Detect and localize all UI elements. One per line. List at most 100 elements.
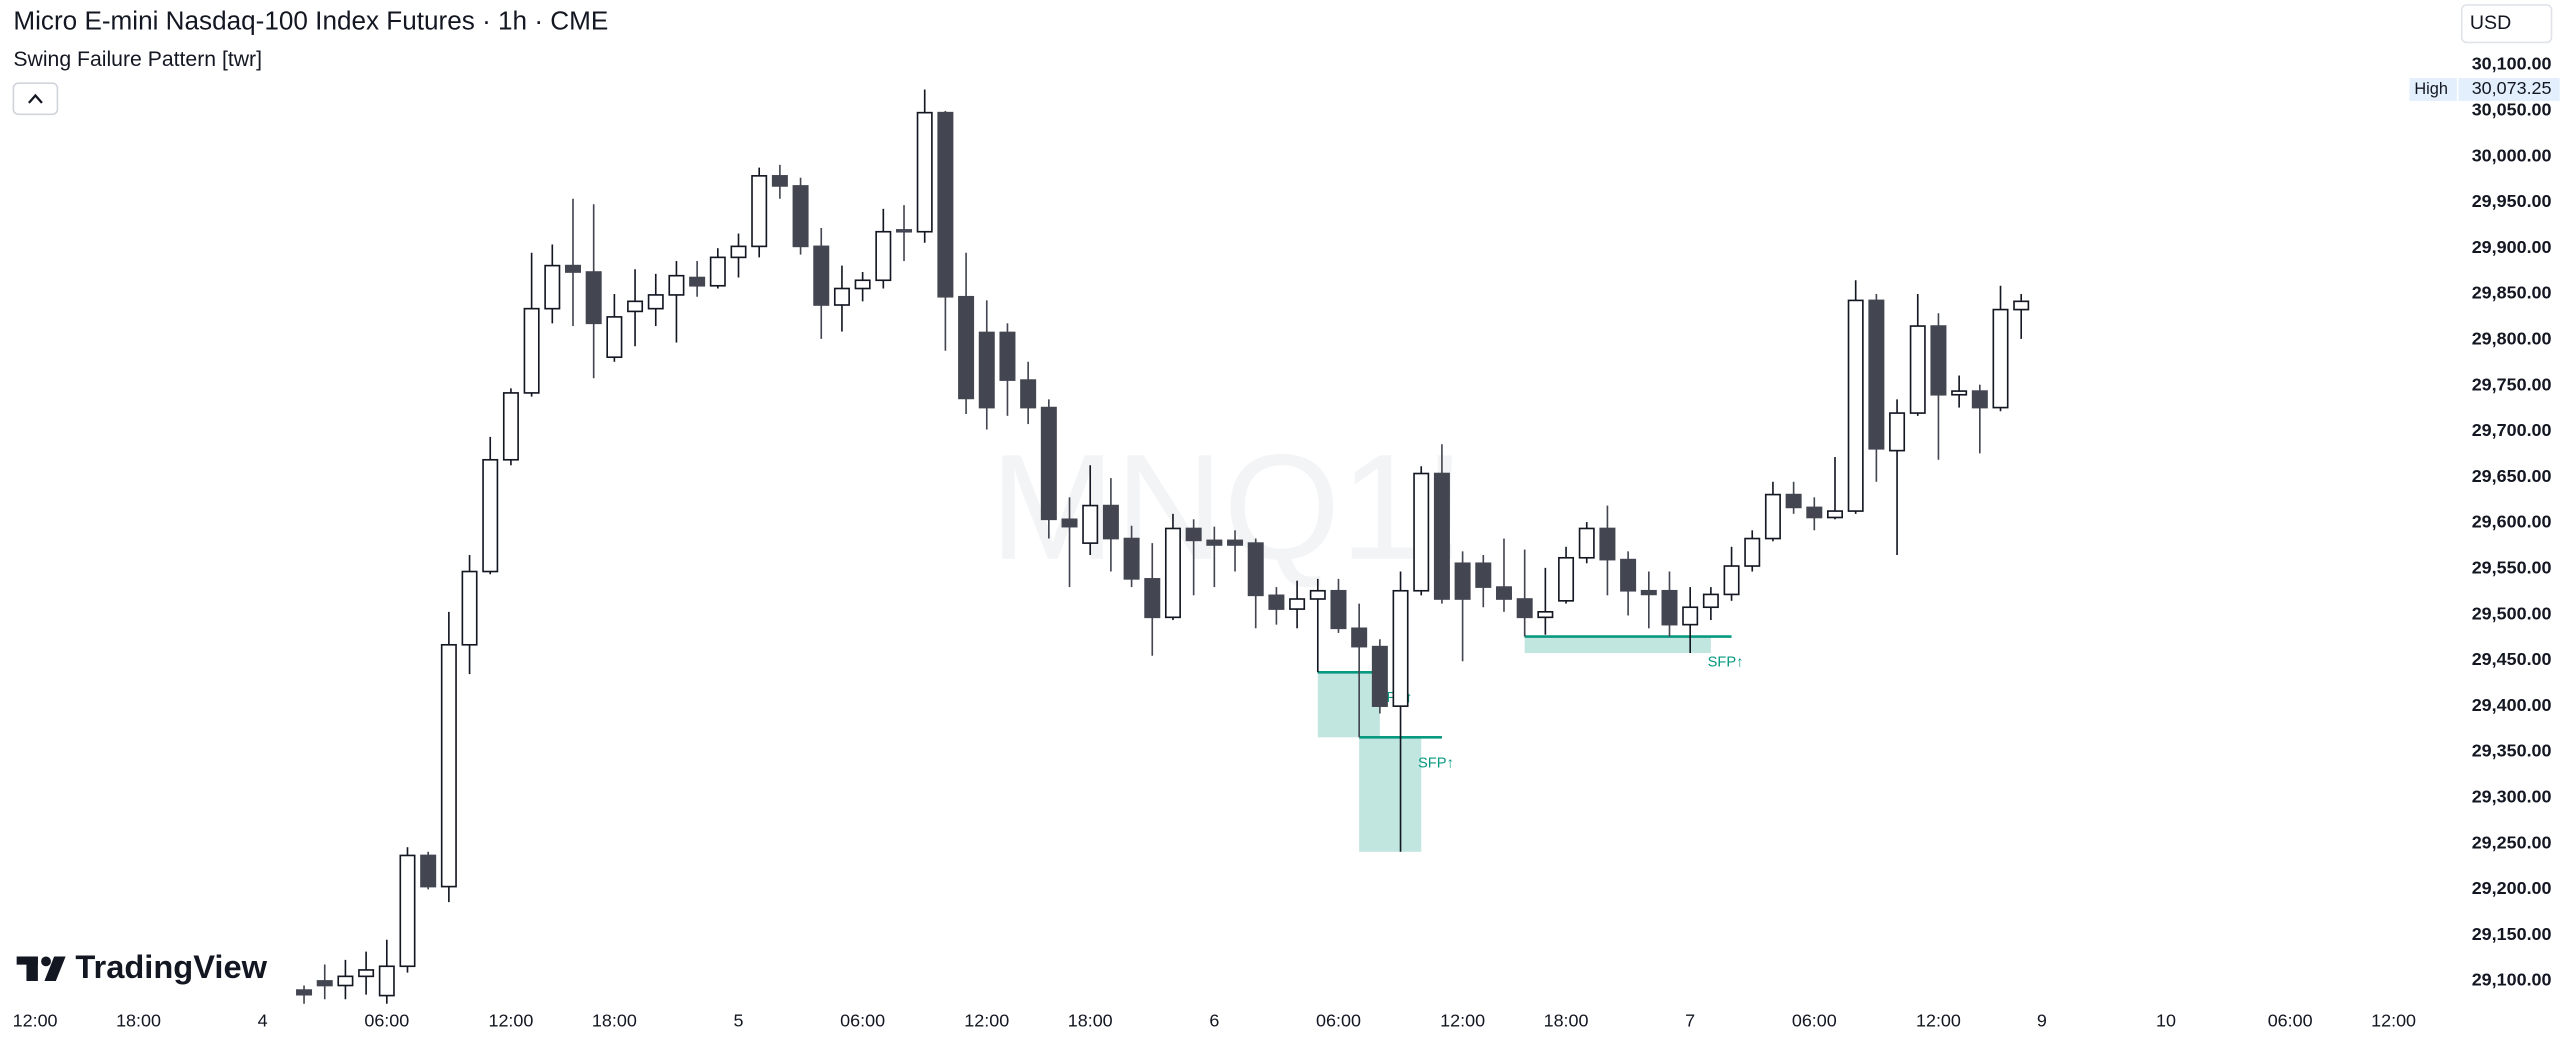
candle-body (502, 392, 519, 461)
candle-body (1537, 611, 1554, 619)
x-tick-label: 06:00 (1316, 1011, 1361, 1031)
candle-body (668, 274, 685, 296)
candle-body (1247, 542, 1264, 597)
y-tick-label: 29,650.00 (2472, 466, 2552, 486)
sfp-label: SFP↑ (1708, 655, 1744, 671)
candle-body (420, 854, 437, 888)
candle-body (461, 570, 478, 646)
candle-body (1640, 589, 1657, 596)
candle-body (1723, 565, 1740, 596)
y-tick-label: 29,800.00 (2472, 329, 2552, 349)
logo-icon[interactable] (41, 956, 51, 967)
candle-body (1971, 390, 1988, 409)
x-tick-label: 4 (258, 1011, 268, 1031)
candle-body (833, 287, 850, 306)
plot-area: SFP↑SFP↑SFP↑ (296, 89, 2030, 1004)
candle-body (564, 264, 581, 273)
candle-body (1309, 589, 1326, 600)
y-tick-label: 29,150.00 (2472, 924, 2552, 944)
sfp-label: SFP↑ (1418, 755, 1454, 771)
candle-body (337, 975, 354, 987)
y-tick-label: 29,850.00 (2472, 283, 2552, 303)
collapse-icon[interactable] (28, 93, 43, 104)
candle-body (378, 965, 395, 997)
logo-icon[interactable] (26, 956, 38, 981)
x-tick-label: 9 (2037, 1011, 2047, 1031)
candle-body (585, 271, 602, 325)
candle-body (606, 316, 623, 359)
candle-body (771, 175, 788, 187)
x-tick-label: 18:00 (1544, 1011, 1589, 1031)
candle-body (1020, 379, 1037, 409)
candle-body (1061, 518, 1078, 528)
currency-button[interactable]: USD (2460, 4, 2553, 44)
candle-body (1827, 510, 1843, 519)
sfp-zone (1317, 672, 1380, 738)
y-tick-label: 29,600.00 (2472, 512, 2552, 532)
candle-body (440, 643, 457, 888)
currency-label[interactable]: USD (2470, 12, 2511, 34)
candle-body (999, 331, 1016, 381)
x-tick-label: 12:00 (1916, 1011, 1961, 1031)
sfp-zone (1359, 737, 1422, 852)
candle-body (1682, 606, 1699, 626)
y-tick-label: 29,900.00 (2472, 237, 2552, 257)
logo-text[interactable]: TradingView (75, 948, 267, 985)
candle-body (1992, 308, 2009, 409)
chart-title: Micro E-mini Nasdaq-100 Index Futures · … (13, 6, 608, 36)
collapse-button-frame[interactable] (12, 82, 59, 116)
candle-body (1847, 299, 1864, 512)
candle-body (358, 969, 375, 978)
candle-body (647, 294, 664, 310)
candle-body (1889, 412, 1906, 452)
candle-body (1371, 645, 1388, 707)
candle-body (1578, 527, 1595, 559)
candle-body (1516, 598, 1533, 619)
candle-body (1599, 527, 1616, 561)
candle-body (1909, 325, 1926, 414)
candle-body (1206, 539, 1223, 546)
x-tick-label: 12:00 (2371, 1011, 2416, 1031)
candle-body (1744, 537, 1761, 567)
watermark: MNQ1! (990, 423, 1466, 591)
candle-body (1930, 325, 1947, 396)
y-tick-label: 29,300.00 (2472, 786, 2552, 806)
candle-body (1661, 589, 1678, 626)
candle-body (1289, 598, 1306, 610)
y-tick-label: 29,250.00 (2472, 832, 2552, 852)
logo-icon[interactable] (44, 956, 66, 981)
x-tick-label: 7 (1685, 1011, 1695, 1031)
x-tick-label: 10 (2156, 1011, 2176, 1031)
indicator-name[interactable]: Swing Failure Pattern [twr] (13, 48, 262, 71)
x-tick-label: 18:00 (592, 1011, 637, 1031)
candle-body (1268, 594, 1285, 610)
candle-body (316, 980, 333, 987)
y-tick-label: 30,100.00 (2472, 54, 2552, 74)
candle-body (978, 331, 995, 409)
y-tick-label: 29,550.00 (2472, 558, 2552, 578)
y-tick-label: 30,050.00 (2472, 100, 2552, 120)
x-tick-label: 06:00 (2268, 1011, 2313, 1031)
x-tick-label: 18:00 (1068, 1011, 1113, 1031)
candle-body (1082, 504, 1099, 544)
x-tick-label: 12:00 (488, 1011, 533, 1031)
y-tick-label: 29,750.00 (2472, 374, 2552, 394)
candle-body (1702, 593, 1719, 609)
x-tick-label: 06:00 (1792, 1011, 1837, 1031)
logo[interactable]: TradingView (16, 948, 268, 985)
y-tick-label: 29,950.00 (2472, 191, 2552, 211)
candle-body (1392, 589, 1409, 707)
x-tick-label: 12:00 (1440, 1011, 1485, 1031)
candle-body (2013, 300, 2030, 311)
currency-frame[interactable] (2460, 4, 2553, 44)
candle-body (482, 458, 499, 573)
candle-body (1475, 562, 1492, 588)
sfp-zone (1524, 636, 1711, 654)
candle-body (1102, 504, 1119, 540)
collapse-button[interactable] (12, 82, 59, 116)
candle-body (296, 989, 313, 996)
candle-body (1785, 493, 1802, 509)
y-tick-label: 29,350.00 (2472, 741, 2552, 761)
